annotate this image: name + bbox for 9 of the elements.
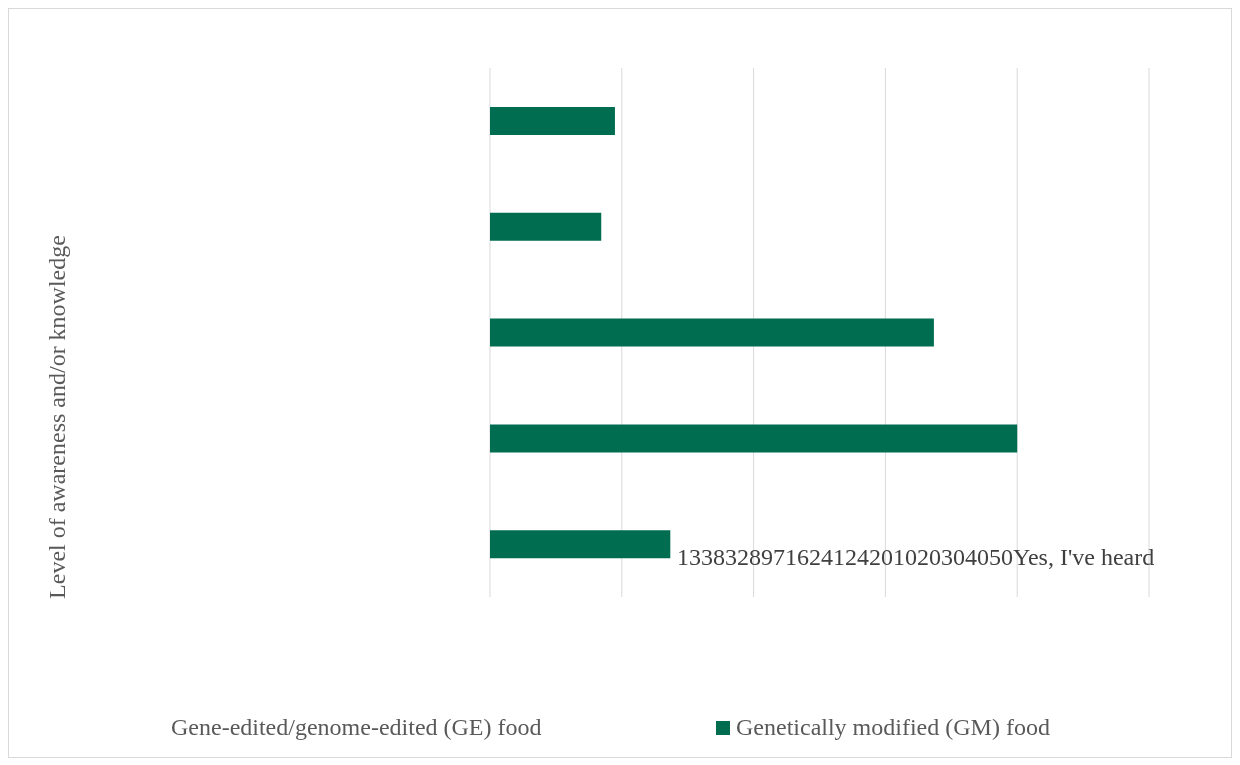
bar: [490, 530, 671, 559]
annotation: 1338328971624124201020304050Yes, I've heard: [677, 544, 1155, 571]
legend-label: Genetically modified (GM) food: [735, 714, 1050, 741]
bar: [490, 424, 1018, 453]
text: Level of awareness and/or knowledge: [43, 235, 71, 599]
bar: [490, 318, 934, 347]
bar: [490, 212, 602, 241]
bar: [490, 107, 615, 135]
text: Gene-edited/genome-edited (GE) food: [171, 714, 542, 741]
